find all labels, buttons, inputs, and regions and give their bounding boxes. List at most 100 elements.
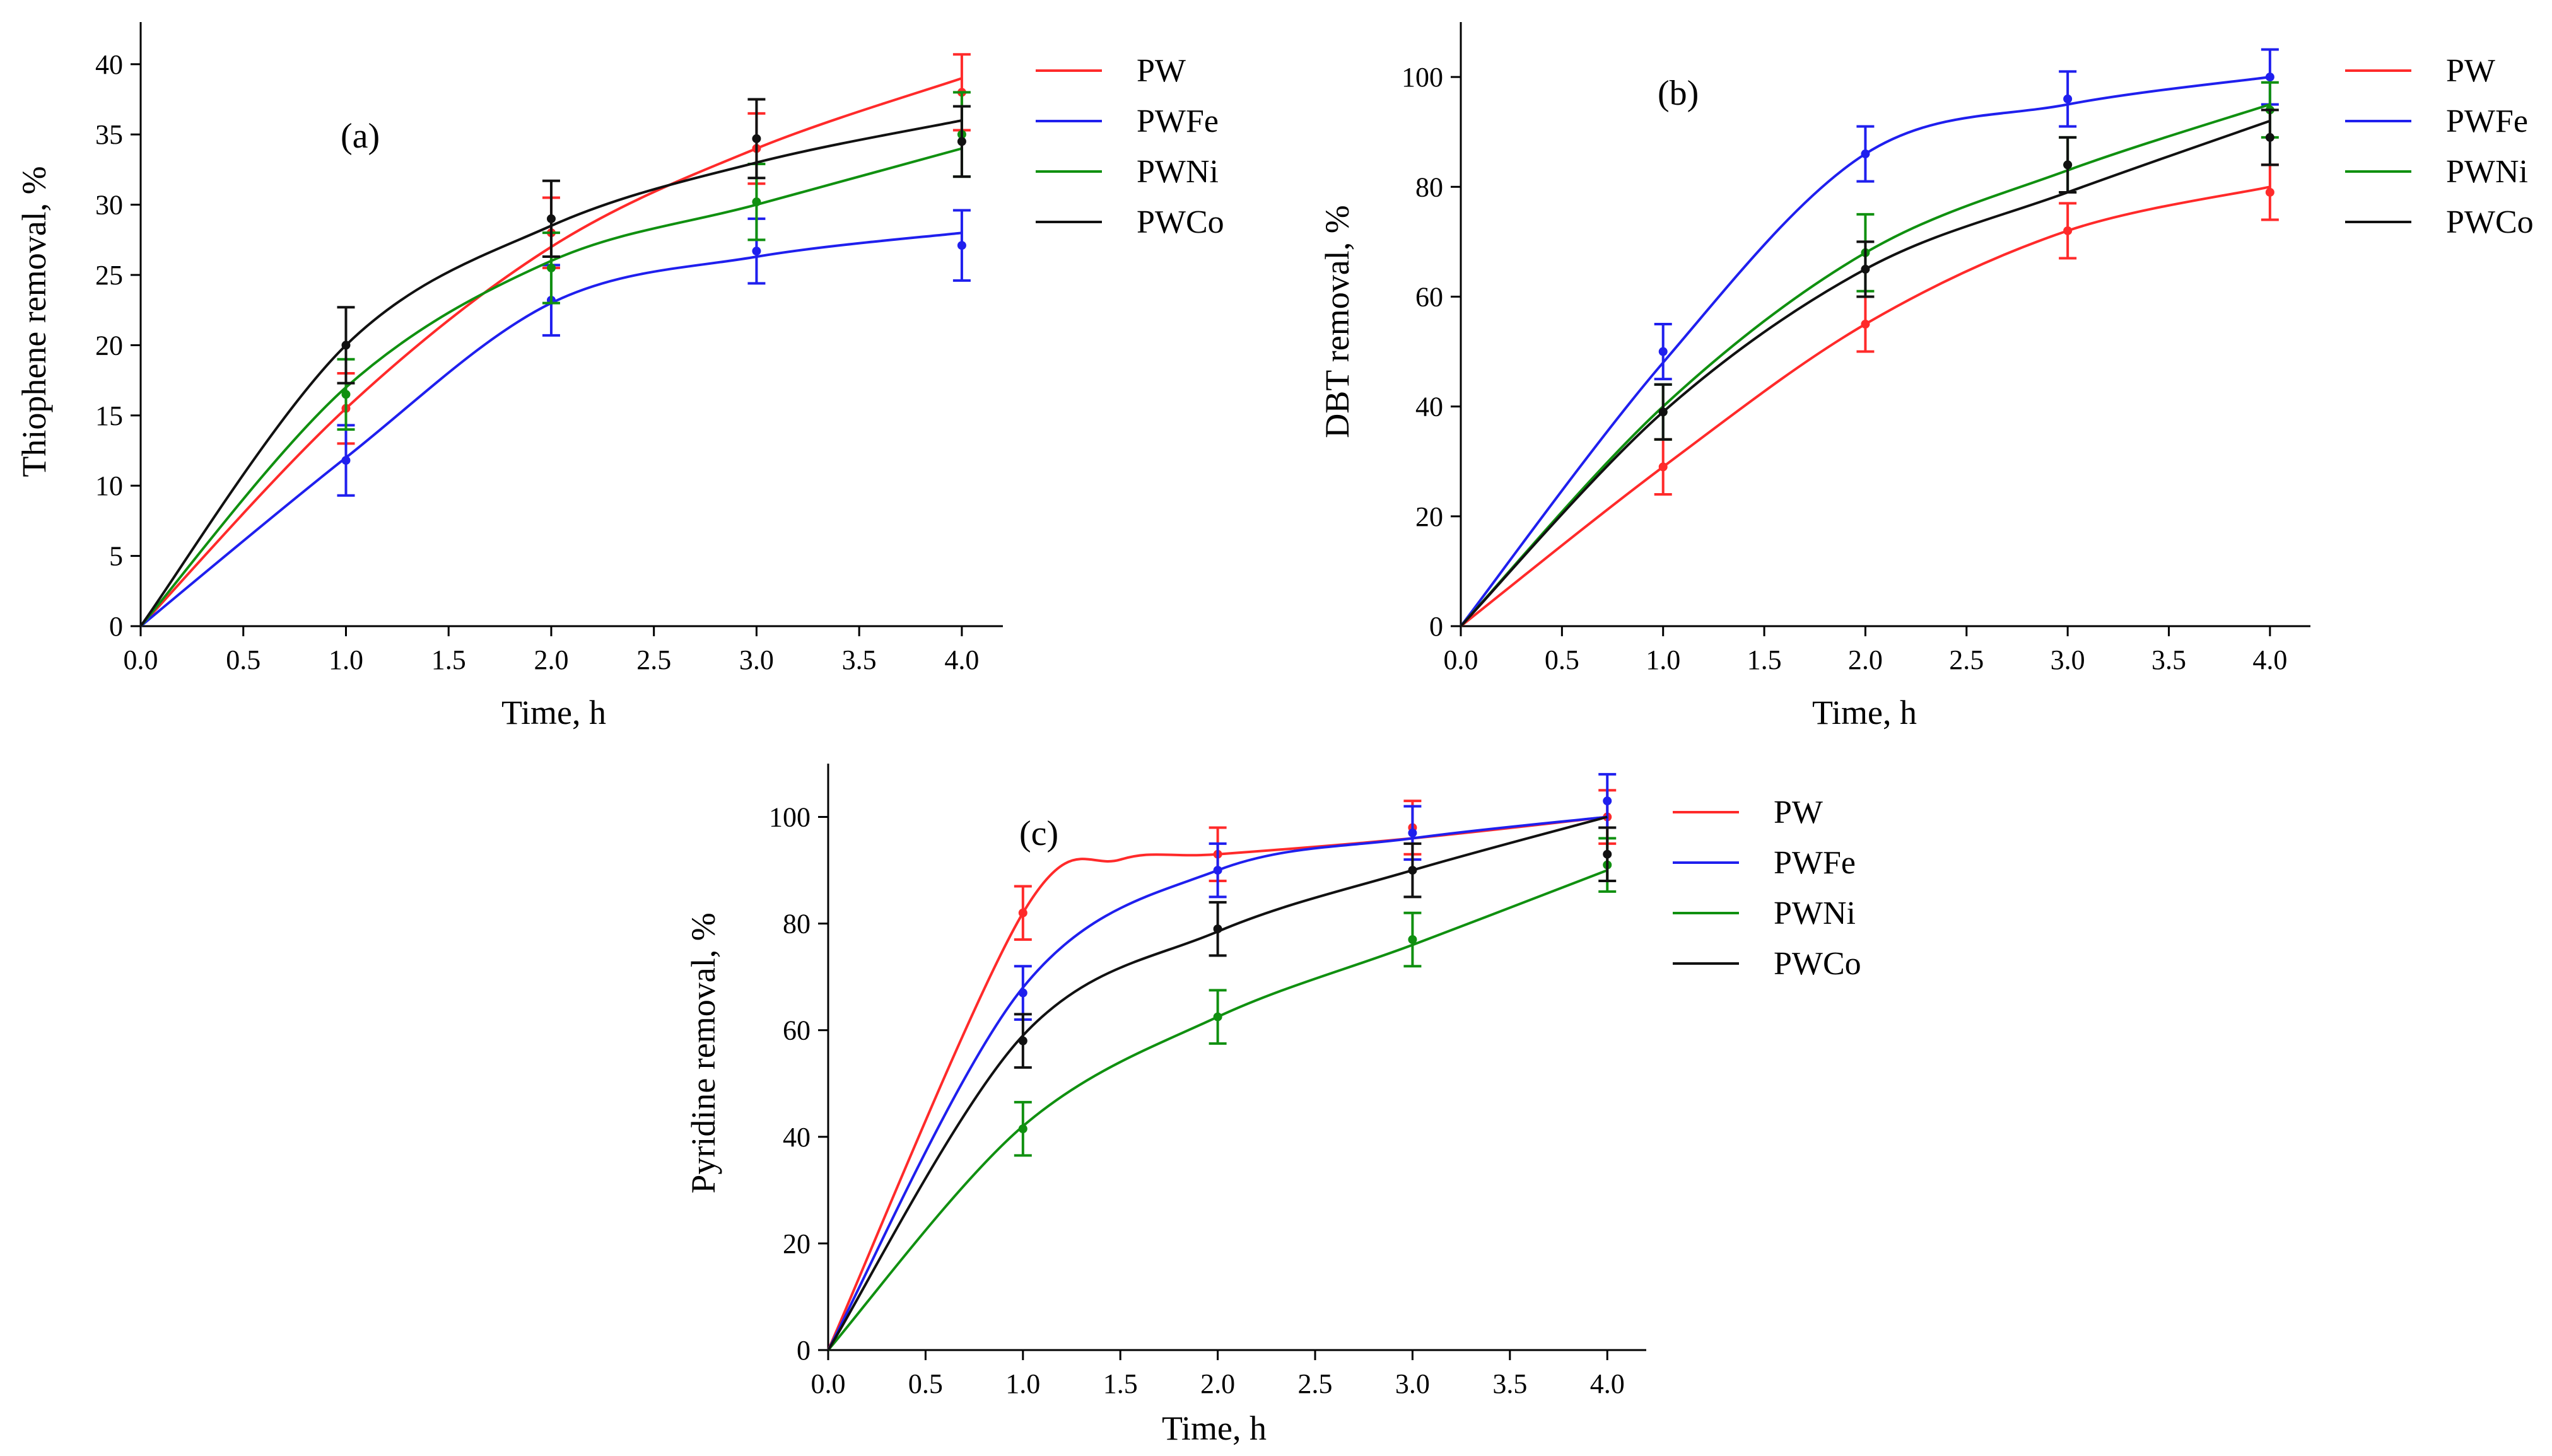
series-pwco	[139, 98, 971, 627]
x-tick-label: 3.5	[2151, 644, 2186, 675]
panel-c-x-title: Time, h	[1162, 1409, 1267, 1447]
legend-label-pwco: PWCo	[1137, 204, 1224, 240]
data-point	[1408, 866, 1417, 875]
x-tick-label: 3.0	[1395, 1368, 1430, 1399]
y-tick-label: 40	[783, 1122, 811, 1153]
series-pwfe	[827, 772, 1617, 1351]
data-point	[752, 134, 761, 143]
data-point	[1213, 866, 1222, 875]
series-pw	[827, 789, 1617, 1351]
data-point	[957, 241, 966, 250]
panel-c: 0.0 0.5 1.0 1.5 2.0 2.5 3.0 3.5 4.0020406080100 …	[684, 764, 1861, 1447]
x-tick-label: 0.0	[1444, 644, 1478, 675]
data-point	[1861, 320, 1870, 329]
series-pwco	[1460, 108, 2279, 627]
series-line-pwco	[139, 119, 963, 627]
y-tick-label: 25	[95, 260, 123, 291]
panel-b-legend: PW PWFe PWNi PWCo	[2345, 53, 2534, 240]
data-point	[2063, 94, 2073, 103]
series-line-pwco	[827, 815, 1608, 1351]
data-point	[341, 456, 351, 465]
panel-c-tag: (c)	[1019, 814, 1058, 853]
series-pwni	[139, 91, 971, 627]
panel-c-y-title: Pyridine removal, %	[684, 912, 722, 1193]
panel-b: 0.0 0.5 1.0 1.5 2.0 2.5 3.0 3.5 4.0020406080100 …	[1318, 22, 2534, 731]
x-tick-label: 3.0	[2051, 644, 2085, 675]
panel-b-y-title: DBT removal, %	[1318, 205, 1356, 438]
y-tick-label: 15	[95, 400, 123, 431]
legend-label-pw: PW	[2446, 53, 2495, 89]
y-tick-label: 40	[1415, 392, 1443, 422]
data-point	[1861, 264, 1870, 274]
data-point	[1018, 988, 1027, 998]
data-point	[341, 341, 351, 350]
legend-label-pw: PW	[1774, 795, 1823, 830]
y-tick-label: 80	[1415, 172, 1443, 202]
x-tick-label: 1.0	[329, 644, 363, 675]
x-tick-label: 3.5	[842, 644, 877, 675]
data-point	[2265, 187, 2274, 197]
x-tick-label: 2.0	[1848, 644, 1883, 675]
series-line-pwni	[827, 869, 1608, 1351]
legend-label-pwfe: PWFe	[2446, 103, 2528, 139]
x-tick-label: 3.5	[1492, 1368, 1527, 1399]
data-point	[1603, 849, 1612, 859]
x-tick-label: 2.5	[1949, 644, 1984, 675]
panel-a-plot: 0.0 0.5 1.0 1.5 2.0 2.5 3.0 3.5 4.0 0 5 10 15 20 25 30 3…	[95, 22, 1003, 675]
data-point	[2265, 73, 2274, 82]
x-tick-label: 3.0	[739, 644, 774, 675]
y-tick-label: 60	[1415, 281, 1443, 312]
data-point	[752, 247, 761, 256]
series-line-pwni	[139, 147, 963, 627]
series-line-pw	[139, 77, 963, 627]
y-tick-label: 0	[797, 1335, 811, 1366]
y-tick-label: 10	[95, 470, 123, 501]
series-line-pwfe	[139, 231, 963, 627]
data-point	[1408, 828, 1417, 837]
series-pwni	[1460, 81, 2279, 627]
y-tick-label: 100	[1402, 62, 1443, 93]
panel-c-plot: 0.0 0.5 1.0 1.5 2.0 2.5 3.0 3.5 4.0 0 20 40 60 80 100	[769, 764, 1646, 1399]
data-point	[341, 390, 351, 399]
y-tick-label: 20	[1415, 501, 1443, 532]
panel-a-legend: PW PWFe PWNi PWCo	[1036, 53, 1224, 240]
data-point	[1213, 1012, 1222, 1022]
y-tick-label: 20	[783, 1228, 811, 1259]
data-point	[1408, 935, 1417, 944]
data-point	[546, 214, 556, 223]
data-point	[957, 137, 966, 146]
x-tick-label: 0.5	[226, 644, 260, 675]
x-tick-label: 1.5	[1747, 644, 1782, 675]
y-tick-label: 35	[95, 119, 123, 150]
legend-label-pwni: PWNi	[1137, 154, 1219, 190]
x-tick-label: 1.0	[1005, 1368, 1040, 1399]
series-pw	[1460, 163, 2279, 627]
y-tick-label: 20	[95, 330, 123, 361]
data-point	[1658, 347, 1668, 356]
data-point	[1213, 924, 1222, 934]
y-tick-label: 0	[1429, 611, 1443, 642]
x-tick-label: 1.5	[431, 644, 466, 675]
legend-label-pwni: PWNi	[2446, 154, 2528, 190]
panel-b-plot: 0.0 0.5 1.0 1.5 2.0 2.5 3.0 3.5 4.0 0 20 40 60 80 100	[1402, 22, 2310, 675]
x-tick-label: 2.5	[1298, 1368, 1333, 1399]
data-point	[2063, 160, 2073, 170]
x-tick-label: 0.0	[124, 644, 158, 675]
panel-a-x-title: Time, h	[501, 694, 606, 731]
x-tick-label: 1.0	[1646, 644, 1680, 675]
series-line-pwfe	[827, 815, 1608, 1351]
y-tick-label: 30	[95, 190, 123, 221]
series-line-pwni	[1460, 103, 2271, 627]
y-tick-label: 60	[783, 1015, 811, 1046]
data-point	[1018, 1124, 1027, 1134]
panel-a-y-title: Thiophene removal, %	[15, 166, 53, 477]
y-tick-label: 0	[109, 611, 123, 642]
legend-label-pwco: PWCo	[2446, 204, 2534, 240]
x-tick-label: 1.5	[1103, 1368, 1138, 1399]
series-pwfe	[1460, 48, 2279, 627]
x-tick-label: 0.5	[908, 1368, 943, 1399]
data-point	[2265, 132, 2274, 142]
data-point	[2063, 226, 2073, 235]
series-pwco	[827, 815, 1617, 1351]
